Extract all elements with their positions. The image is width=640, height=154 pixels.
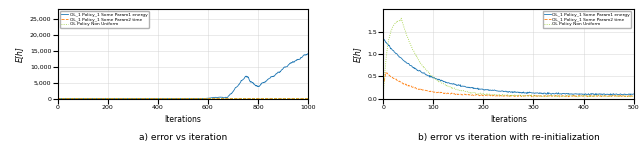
OL Policy Non Uniform xyxy=(250,98,257,99)
OL_1 Policy_1 Some Param1 energy xyxy=(627,94,634,96)
OL_1 Policy_1 Some Param2 time xyxy=(544,95,552,97)
OL_1 Policy_1 Some Param2 time xyxy=(630,95,637,97)
OL_1 Policy_1 Some Param1 energy xyxy=(292,60,300,62)
OL_1 Policy_1 Some Param2 time xyxy=(259,98,266,99)
OL_1 Policy_1 Some Param1 energy xyxy=(380,37,387,39)
OL Policy Non Uniform xyxy=(471,92,479,94)
OL Policy Non Uniform xyxy=(442,85,450,86)
OL_1 Policy_1 Some Param2 time xyxy=(73,98,81,99)
OL Policy Non Uniform xyxy=(276,98,284,99)
OL Policy Non Uniform xyxy=(292,98,300,99)
OL Policy Non Uniform xyxy=(69,98,77,99)
OL_1 Policy_1 Some Param1 energy xyxy=(69,98,77,99)
OL Policy Non Uniform xyxy=(380,96,387,98)
OL_1 Policy_1 Some Param1 energy xyxy=(470,88,478,89)
OL_1 Policy_1 Some Param2 time xyxy=(292,98,300,99)
OL_1 Policy_1 Some Param1 energy xyxy=(630,93,637,95)
OL_1 Policy_1 Some Param2 time xyxy=(105,98,113,99)
OL_1 Policy_1 Some Param1 energy xyxy=(104,98,112,99)
OL_1 Policy_1 Some Param1 energy xyxy=(587,93,595,95)
Y-axis label: E[h]: E[h] xyxy=(353,46,362,62)
OL Policy Non Uniform xyxy=(140,98,148,99)
OL_1 Policy_1 Some Param2 time xyxy=(380,85,387,86)
OL_1 Policy_1 Some Param2 time xyxy=(556,96,563,98)
Line: OL_1 Policy_1 Some Param2 time: OL_1 Policy_1 Some Param2 time xyxy=(383,72,634,97)
X-axis label: Iterations: Iterations xyxy=(490,115,527,124)
OL_1 Policy_1 Some Param2 time xyxy=(304,98,312,99)
OL_1 Policy_1 Some Param2 time xyxy=(588,95,595,97)
OL_1 Policy_1 Some Param2 time xyxy=(214,98,221,99)
OL_1 Policy_1 Some Param1 energy xyxy=(304,53,312,55)
OL_1 Policy_1 Some Param1 energy xyxy=(258,82,266,84)
OL Policy Non Uniform xyxy=(54,98,61,99)
OL_1 Policy_1 Some Param1 energy xyxy=(442,81,449,83)
OL_1 Policy_1 Some Param2 time xyxy=(250,98,257,99)
Y-axis label: E[h]: E[h] xyxy=(15,46,24,62)
X-axis label: Iterations: Iterations xyxy=(164,115,201,124)
Legend: OL_1 Policy_1 Some Param1 energy, OL_1 Policy_1 Some Param2 time, OL Policy Non : OL_1 Policy_1 Some Param1 energy, OL_1 P… xyxy=(60,11,148,28)
Line: OL Policy Non Uniform: OL Policy Non Uniform xyxy=(383,18,634,97)
OL Policy Non Uniform xyxy=(397,17,405,19)
OL_1 Policy_1 Some Param2 time xyxy=(452,93,460,95)
OL Policy Non Uniform xyxy=(259,98,266,99)
OL Policy Non Uniform xyxy=(541,94,548,96)
OL_1 Policy_1 Some Param1 energy xyxy=(452,83,460,85)
OL_1 Policy_1 Some Param2 time xyxy=(471,95,479,96)
OL_1 Policy_1 Some Param1 energy xyxy=(543,92,551,94)
Line: OL_1 Policy_1 Some Param1 energy: OL_1 Policy_1 Some Param1 energy xyxy=(383,38,634,95)
Title: b) error vs iteration with re-initialization: b) error vs iteration with re-initializa… xyxy=(417,133,599,142)
OL_1 Policy_1 Some Param2 time xyxy=(54,98,61,99)
OL_1 Policy_1 Some Param2 time xyxy=(382,71,390,73)
OL_1 Policy_1 Some Param2 time xyxy=(442,93,450,94)
OL Policy Non Uniform xyxy=(587,95,595,97)
OL Policy Non Uniform xyxy=(630,95,637,97)
Title: a) error vs iteration: a) error vs iteration xyxy=(139,133,227,142)
OL_1 Policy_1 Some Param2 time xyxy=(69,98,77,99)
OL Policy Non Uniform xyxy=(544,95,552,97)
OL_1 Policy_1 Some Param2 time xyxy=(276,98,284,99)
OL Policy Non Uniform xyxy=(105,98,113,99)
OL_1 Policy_1 Some Param1 energy xyxy=(54,98,61,99)
Line: OL_1 Policy_1 Some Param1 energy: OL_1 Policy_1 Some Param1 energy xyxy=(58,54,308,99)
OL_1 Policy_1 Some Param1 energy xyxy=(275,72,283,73)
OL_1 Policy_1 Some Param2 time xyxy=(541,95,548,97)
OL Policy Non Uniform xyxy=(452,88,460,90)
OL_1 Policy_1 Some Param1 energy xyxy=(541,92,548,94)
Legend: OL_1 Policy_1 Some Param1 energy, OL_1 Policy_1 Some Param2 time, OL Policy Non : OL_1 Policy_1 Some Param1 energy, OL_1 P… xyxy=(543,11,632,28)
OL_1 Policy_1 Some Param1 energy xyxy=(304,53,312,55)
OL Policy Non Uniform xyxy=(304,98,312,99)
OL Policy Non Uniform xyxy=(64,98,72,99)
OL_1 Policy_1 Some Param1 energy xyxy=(249,82,257,83)
